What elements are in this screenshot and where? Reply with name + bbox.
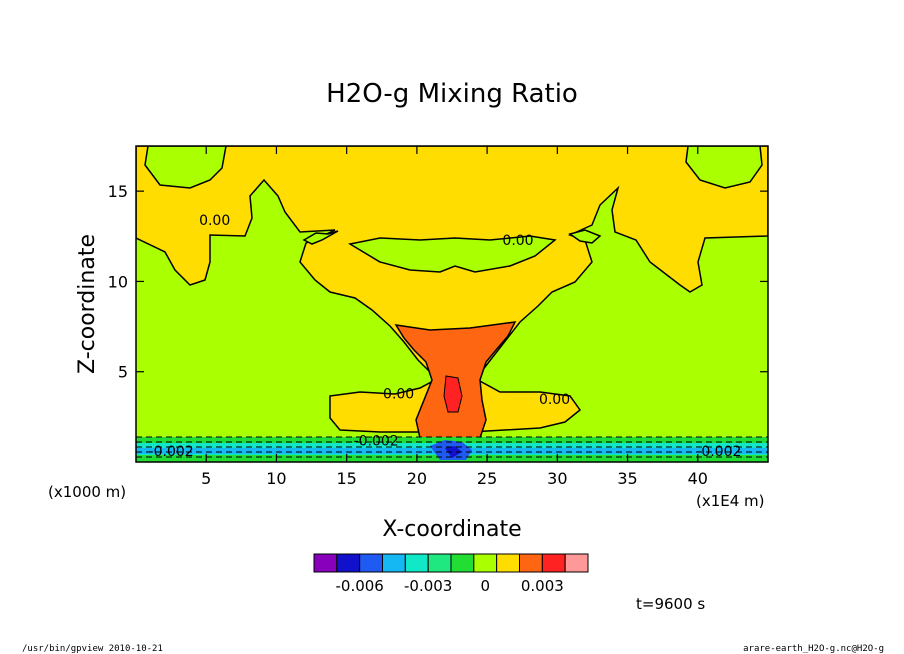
x-tick-label: 5 xyxy=(201,469,211,488)
plot-frame xyxy=(135,145,769,463)
footer-right: arare-earth_H2O-g.nc@H2O-g xyxy=(743,644,884,654)
colorbar-swatch xyxy=(519,553,543,573)
upper-green-lobe-right xyxy=(685,146,763,189)
time-annotation: t=9600 s xyxy=(636,595,705,613)
x-tick-label: 20 xyxy=(407,469,427,488)
y-tick-label: 5 xyxy=(118,363,128,382)
x-tick-label: 25 xyxy=(477,469,497,488)
colorbar-swatch xyxy=(564,553,589,573)
x-axis-label: X-coordinate xyxy=(382,517,521,542)
contour-field xyxy=(136,146,768,462)
contour-label: 0.00 xyxy=(539,392,570,408)
y-tick-label: 15 xyxy=(108,182,128,201)
x-tick-label: 15 xyxy=(336,469,356,488)
x-tick-label: 30 xyxy=(547,469,567,488)
colorbar-tick-label: -0.006 xyxy=(335,577,383,595)
colorbar-swatch xyxy=(313,553,338,573)
x-axis: 5 10 15 20 25 30 35 40 xyxy=(201,146,708,488)
colorbar-swatch xyxy=(541,553,566,573)
colorbar-swatch xyxy=(427,553,452,573)
footer-left: /usr/bin/gpview 2010-10-21 xyxy=(22,644,163,654)
y-axis-label: Z-coordinate xyxy=(75,234,100,374)
colorbar-tick-label: -0.003 xyxy=(404,577,452,595)
colorbar: -0.006 -0.003 0 0.003 xyxy=(313,553,589,595)
x-axis-unit: (x1E4 m) xyxy=(696,492,765,510)
y-axis: 5 10 15 xyxy=(108,182,768,382)
colorbar-swatch xyxy=(496,553,520,573)
contour-labels: 0.00 0.00 0.00 0.00 -0.002 -0.002 -0.002 xyxy=(149,213,742,460)
red-core xyxy=(443,375,463,413)
colorbar-swatch xyxy=(404,553,429,573)
x-tick-label: 35 xyxy=(617,469,637,488)
y-tick-label: 10 xyxy=(108,272,128,291)
x-tick-label: 40 xyxy=(688,469,708,488)
colorbar-swatch xyxy=(473,553,498,573)
central-green-pocket xyxy=(347,235,557,273)
contour-label: 0.00 xyxy=(383,386,414,402)
green-strip-left xyxy=(302,230,339,245)
upper-green-lobe-left xyxy=(144,146,227,189)
contour-label: 0.00 xyxy=(199,213,230,229)
contour-label: 0.00 xyxy=(502,233,533,249)
chart-title: H2O-g Mixing Ratio xyxy=(326,79,578,109)
colorbar-swatch xyxy=(382,553,406,573)
colorbar-swatch xyxy=(450,553,475,573)
colorbar-tick-label: 0.003 xyxy=(521,577,564,595)
contour-label: -0.002 xyxy=(696,444,741,460)
contour-label: -0.002 xyxy=(149,444,194,460)
colorbar-tick-label: 0 xyxy=(480,577,490,595)
colorbar-swatch xyxy=(359,553,383,573)
surface-darkblue-patch xyxy=(445,446,462,458)
green-strip-right xyxy=(568,229,602,244)
surface-dashed-contours xyxy=(136,436,768,458)
y-axis-unit: (x1000 m) xyxy=(48,483,126,501)
colorbar-swatch xyxy=(336,553,361,573)
contour-label: -0.002 xyxy=(354,433,399,449)
x-tick-label: 10 xyxy=(266,469,286,488)
